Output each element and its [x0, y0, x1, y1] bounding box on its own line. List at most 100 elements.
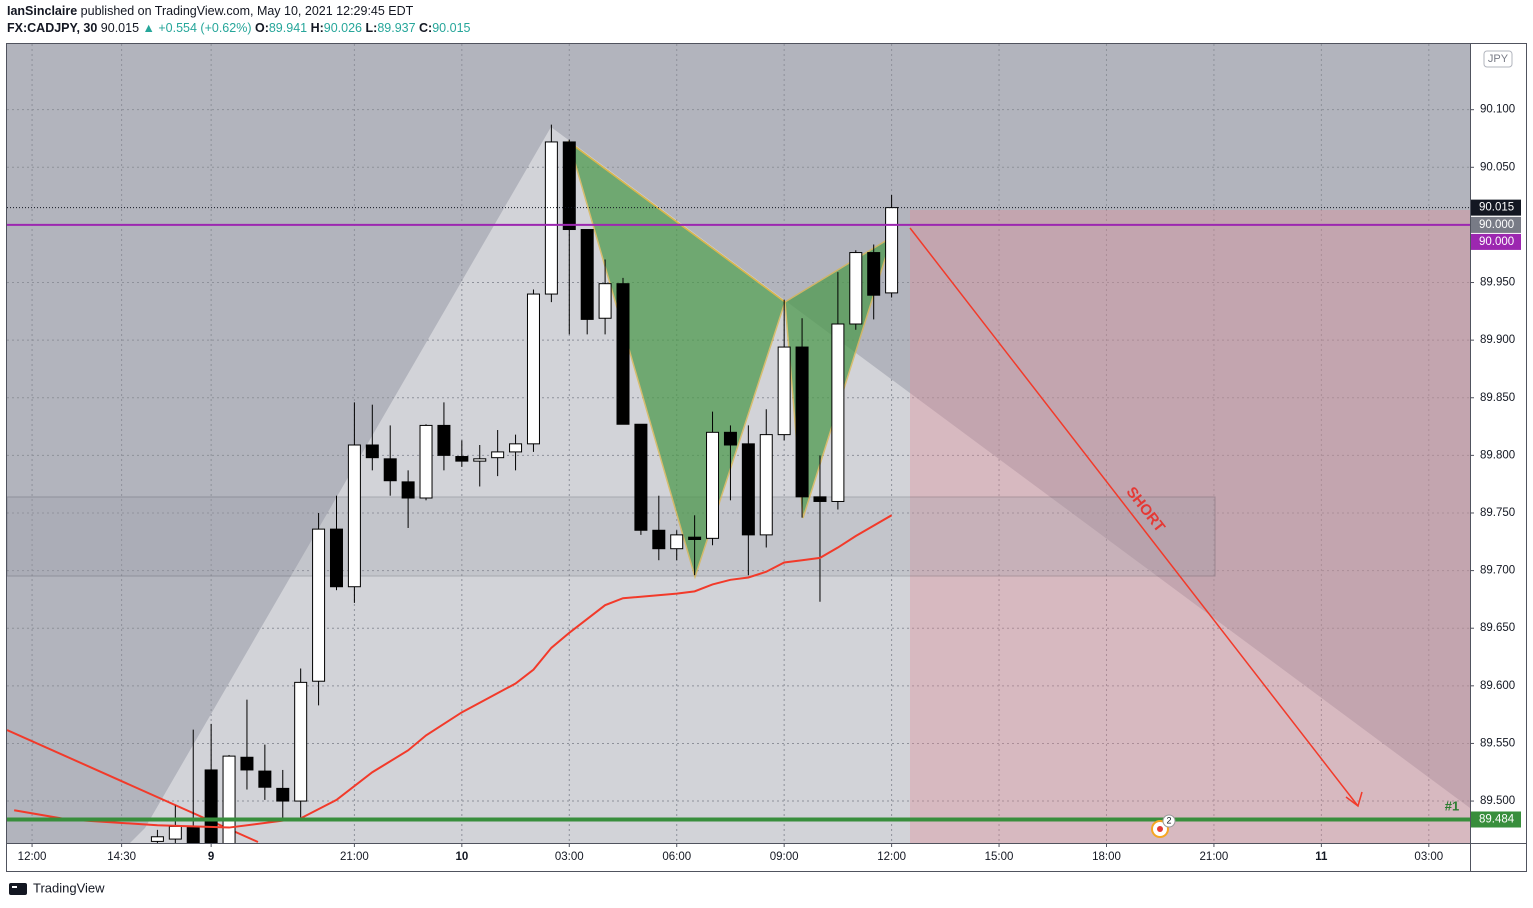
x-tick-label: 21:00	[340, 851, 369, 863]
y-tick-label: 89.750	[1480, 507, 1515, 519]
x-tick-label: 12:00	[877, 851, 906, 863]
x-tick-label: 15:00	[985, 851, 1014, 863]
o-label: O:	[254, 21, 269, 35]
x-tick-label: 06:00	[662, 851, 691, 863]
tv-logo	[9, 883, 27, 895]
candle-body	[365, 444, 379, 459]
price-label-bg	[1471, 199, 1521, 216]
h: 90.026	[323, 21, 363, 35]
candle-body	[723, 431, 737, 446]
x-tick-label: 14:30	[107, 851, 136, 863]
x-tick-label: 03:00	[555, 851, 584, 863]
y-tick-label: 90.050	[1480, 161, 1515, 173]
candle-body	[437, 424, 451, 456]
candle-body	[419, 424, 433, 499]
x-tick-label: 12:00	[18, 851, 47, 863]
y-tick-label: 89.600	[1480, 680, 1515, 692]
price-label-bg	[1471, 216, 1521, 233]
published: published on TradingView.com, May 10, 20…	[80, 4, 414, 18]
candle-body	[401, 481, 415, 499]
candle-body	[455, 456, 469, 462]
candle-body	[759, 434, 773, 536]
y-tick-label: 89.500	[1480, 795, 1515, 807]
short-arrow	[909, 227, 1359, 807]
price-label: 90.000	[1479, 236, 1514, 248]
candle-body	[544, 141, 558, 295]
x-tick-label: 21:00	[1200, 851, 1229, 863]
candle-body	[168, 825, 182, 840]
candle-body	[312, 528, 326, 682]
price-label: 90.000	[1479, 219, 1514, 231]
candle-body	[276, 787, 290, 802]
candle-body	[813, 496, 827, 502]
candle-body	[580, 229, 594, 320]
candle-body	[509, 443, 523, 453]
candle-body	[795, 346, 809, 498]
arrow-head	[1345, 791, 1363, 808]
x-tick-label: 11	[1315, 851, 1328, 863]
candle-body	[491, 451, 505, 459]
x-tick-label: 09:00	[770, 851, 799, 863]
price-label: 89.484	[1479, 814, 1515, 826]
currency: JPY	[1488, 53, 1509, 65]
y-tick-label: 89.650	[1480, 622, 1515, 634]
candle-body	[329, 528, 343, 588]
event-badge	[1162, 814, 1176, 828]
event-count: 2	[1166, 815, 1171, 825]
y-tick-label: 89.850	[1480, 392, 1515, 404]
author: IanSinclaire	[7, 4, 78, 18]
candle-body	[867, 252, 881, 296]
price-label-bg	[1471, 233, 1521, 250]
l-label: L:	[365, 21, 378, 35]
x-tick-label: 9	[208, 851, 214, 863]
candle-body	[473, 458, 487, 462]
ohlc-line: FX:CADJPY, 30 90.015 ▲ +0.554 (+0.62%) O…	[7, 21, 470, 35]
support-zone	[7, 496, 1216, 577]
x-tick-label: 18:00	[1092, 851, 1121, 863]
candle-body	[831, 323, 845, 502]
publish-line: IanSinclaire published on TradingView.co…	[7, 4, 413, 18]
candle-body	[634, 423, 648, 531]
h-label: H:	[310, 21, 324, 35]
x-tick-label: 10	[455, 851, 468, 863]
footer-brand: TradingView	[33, 880, 105, 895]
c: 90.015	[432, 21, 471, 35]
price-label: 90.015	[1479, 202, 1514, 214]
l: 89.937	[377, 21, 416, 35]
candle-body	[670, 534, 684, 550]
y-tick-label: 89.950	[1480, 277, 1515, 289]
candle-body	[777, 346, 791, 436]
y-tick-label: 89.700	[1480, 565, 1515, 577]
symbol: FX:CADJPY, 30	[7, 21, 98, 35]
harmonic-xb	[568, 141, 786, 303]
currency-box[interactable]	[1483, 50, 1513, 68]
y-tick-label: 89.900	[1480, 334, 1515, 346]
candle-body	[526, 293, 540, 445]
candle-body	[598, 283, 612, 319]
y-tick-label: 89.800	[1480, 449, 1515, 461]
last: 90.015	[100, 21, 140, 35]
candle-body	[741, 443, 755, 536]
candle-body	[706, 431, 720, 539]
moving-average	[13, 514, 893, 829]
candle-body	[240, 756, 254, 771]
candle-body	[258, 770, 272, 788]
candle-body	[652, 529, 666, 550]
c-label: C:	[419, 21, 433, 35]
y-tick-label: 90.100	[1480, 104, 1515, 116]
x-tick-label: 03:00	[1414, 851, 1443, 863]
candle-body	[150, 836, 164, 842]
change: ▲ +0.554 (+0.62%)	[142, 21, 252, 35]
candle-body	[204, 769, 218, 843]
short-zone	[910, 210, 1470, 843]
y-tick-label: 89.550	[1480, 737, 1515, 749]
price-label-bg	[1471, 811, 1521, 828]
candle-body	[616, 283, 630, 425]
candle-body	[885, 207, 899, 294]
candle-body	[562, 141, 576, 231]
candle-body	[294, 681, 308, 802]
o: 89.941	[268, 21, 308, 35]
target-label: #1	[1445, 798, 1459, 813]
